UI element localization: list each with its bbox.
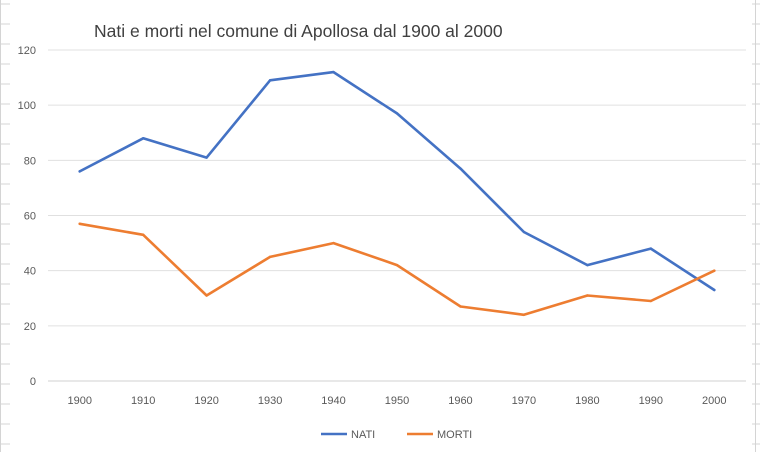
x-tick-label: 2000 — [702, 395, 726, 407]
data-point — [522, 230, 526, 234]
x-tick-label: 1950 — [385, 395, 409, 407]
data-point — [713, 288, 716, 292]
data-point — [205, 156, 208, 159]
y-tick-label: 120 — [18, 45, 36, 57]
data-point — [268, 79, 272, 82]
data-point — [78, 170, 81, 173]
x-tick-label: 1960 — [448, 395, 472, 407]
data-point — [268, 255, 272, 259]
data-point — [332, 70, 335, 74]
y-tick-label: 40 — [24, 266, 36, 278]
data-point — [522, 313, 526, 316]
x-tick-label: 1970 — [512, 395, 536, 407]
legend-label: NATI — [351, 429, 375, 441]
y-tick-label: 20 — [24, 321, 36, 333]
x-tick-label: 1940 — [321, 395, 345, 407]
data-point — [78, 222, 81, 225]
chart-area[interactable]: Nati e morti nel comune di Apollosa dal … — [10, 8, 752, 452]
data-point — [395, 263, 399, 267]
data-point — [395, 112, 399, 115]
data-point — [141, 233, 145, 237]
x-tick-label: 1920 — [194, 395, 218, 407]
y-tick-label: 80 — [24, 155, 36, 167]
data-point — [586, 294, 589, 297]
y-tick-label: 60 — [24, 211, 36, 223]
x-tick-label: 1910 — [131, 395, 155, 407]
chart-title: Nati e morti nel comune di Apollosa dal … — [94, 21, 503, 41]
y-tick-label: 100 — [18, 100, 36, 112]
data-point — [586, 263, 589, 267]
data-point — [141, 137, 145, 140]
data-point — [649, 299, 653, 303]
x-tick-label: 1990 — [639, 395, 663, 407]
data-point — [649, 247, 653, 250]
x-tick-label: 1930 — [258, 395, 282, 407]
data-point — [205, 294, 208, 297]
y-tick-label: 0 — [30, 376, 36, 388]
x-tick-label: 1900 — [67, 395, 91, 407]
data-point — [713, 269, 716, 272]
legend-label: MORTI — [437, 429, 472, 441]
data-point — [459, 167, 462, 170]
x-tick-label: 1980 — [575, 395, 599, 407]
data-point — [332, 241, 335, 245]
data-point — [459, 305, 462, 308]
series-line-morti — [78, 222, 716, 317]
chart-plot: 0 20 40 60 80 100 120 1900 1910 1920 1930 1940 1950 1… — [18, 45, 746, 441]
